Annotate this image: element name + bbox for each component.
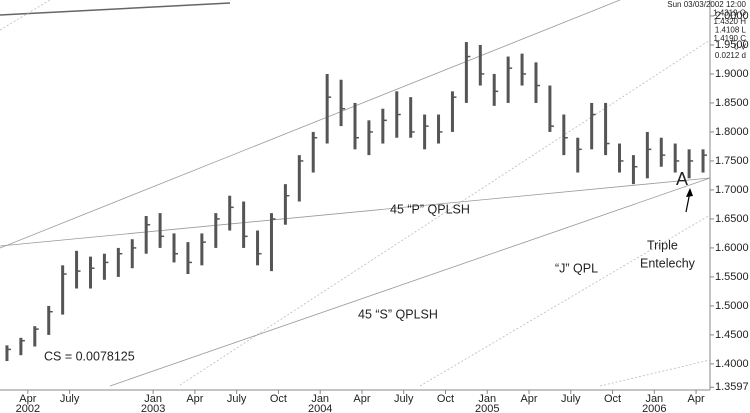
x-tick-label: July xyxy=(561,393,581,405)
annotation: CS = 0.0078125 xyxy=(44,349,135,363)
trend-line xyxy=(599,359,711,387)
annotation: Entelechy xyxy=(640,256,696,270)
x-year-label: 2002 xyxy=(16,403,40,413)
annotation: Triple xyxy=(647,238,678,252)
y-tick-label: 2.0000 xyxy=(715,10,749,22)
info-text: 0.0212 d xyxy=(715,51,746,60)
trend-line xyxy=(0,2,231,16)
info-text: Sun 03/03/2002 12:00 xyxy=(667,0,746,9)
y-tick-label: 1.8000 xyxy=(715,126,749,138)
x-tick-label: July xyxy=(60,393,80,405)
p-qplsh-line xyxy=(0,177,711,247)
annotation: 45 “S” QPLSH xyxy=(358,307,438,321)
info-text: 1.4190 C xyxy=(714,34,747,43)
x-tick-label: Apr xyxy=(186,393,203,405)
y-tick-label: 1.9500 xyxy=(715,39,749,51)
y-tick-label: 1.7500 xyxy=(715,155,749,167)
j-qpl-line xyxy=(419,214,711,387)
x-tick-label: Oct xyxy=(604,393,621,405)
x-tick-label: Jan xyxy=(478,393,496,405)
info-text: 1.4319 O xyxy=(713,9,746,18)
annotation: 45 “P” QPLSH xyxy=(390,202,470,216)
y-tick-label: 1.4000 xyxy=(715,358,749,370)
trend-line xyxy=(179,39,711,386)
x-tick-label: July xyxy=(394,393,414,405)
arrow-head xyxy=(686,188,693,197)
annotation: “J” QPL xyxy=(555,261,598,275)
y-tick-label: 1.5500 xyxy=(715,271,749,283)
x-tick-label: Apr xyxy=(520,393,537,405)
x-tick-label: Jan xyxy=(144,393,162,405)
info-text: 1.4108 L xyxy=(715,26,747,35)
y-tick-label: 1.4500 xyxy=(715,329,749,341)
annotation: A xyxy=(676,169,688,189)
x-tick-label: Oct xyxy=(270,393,287,405)
x-tick-label: Apr xyxy=(353,393,370,405)
trend-line xyxy=(0,0,621,249)
x-year-label: 2004 xyxy=(308,403,332,413)
y-tick-label: 1.9000 xyxy=(715,68,749,80)
x-tick-label: Apr xyxy=(688,393,705,405)
y-tick-label: 1.6500 xyxy=(715,213,749,225)
s-qplsh-line xyxy=(109,177,711,387)
x-tick-label: Oct xyxy=(437,393,454,405)
x-tick-label: Jan xyxy=(311,393,329,405)
y-tick-label: 1.3597 xyxy=(715,381,749,393)
x-tick-label: Apr xyxy=(19,393,36,405)
x-year-label: 2006 xyxy=(642,403,666,413)
trend-line xyxy=(0,0,51,31)
x-tick-label: July xyxy=(227,393,247,405)
trend-lines xyxy=(0,0,711,387)
x-year-label: 2003 xyxy=(141,403,165,413)
y-tick-label: 1.8500 xyxy=(715,97,749,109)
info-text: 1.4320 H xyxy=(714,17,747,26)
y-tick-label: 1.6000 xyxy=(715,242,749,254)
y-tick-label: 1.7000 xyxy=(715,184,749,196)
x-year-label: 2005 xyxy=(475,403,499,413)
y-tick-label: 1.5000 xyxy=(715,300,749,312)
info-text: 0 V xyxy=(734,43,747,52)
x-tick-label: Jan xyxy=(645,393,663,405)
